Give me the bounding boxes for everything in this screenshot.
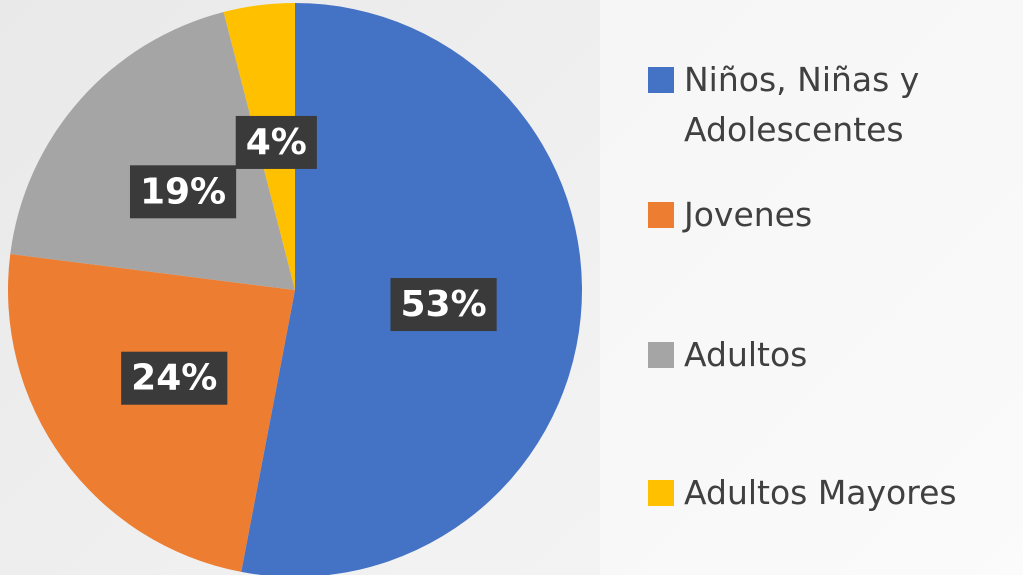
legend-swatch	[648, 67, 674, 93]
legend-item: Jovenes	[648, 190, 1018, 240]
data-label: 4%	[235, 115, 317, 169]
data-label-text: 19%	[140, 171, 226, 212]
data-label-text: 4%	[246, 122, 307, 163]
pie-slice	[7, 254, 296, 572]
data-label: 19%	[129, 165, 237, 219]
data-label-text: 24%	[131, 358, 217, 399]
legend-label: Jovenes	[684, 195, 813, 234]
legend-item: Adultos Mayores	[648, 468, 1018, 518]
data-label-box	[390, 278, 497, 332]
legend-item: Adultos	[648, 330, 1018, 380]
legend-swatch	[648, 342, 674, 368]
data-label-box	[121, 351, 228, 405]
legend: Niños, Niñas y Adolescentes Jovenes Adulto…	[600, 0, 1023, 575]
data-label-box	[129, 165, 237, 219]
data-label-box	[235, 115, 317, 169]
legend-swatch	[648, 202, 674, 228]
data-label: 24%	[121, 351, 228, 405]
legend-item: Niños, Niñas y Adolescentes	[648, 55, 1018, 155]
legend-label: Adultos	[684, 335, 808, 374]
legend-label: Niños, Niñas y Adolescentes	[684, 60, 920, 149]
pie-area: 53% 24% 19% 4%	[7, 3, 583, 575]
data-label: 53%	[390, 278, 497, 332]
pie-slice	[10, 12, 295, 291]
legend-swatch	[648, 480, 674, 506]
legend-label: Adultos Mayores	[684, 473, 957, 512]
data-label-text: 53%	[400, 284, 486, 325]
